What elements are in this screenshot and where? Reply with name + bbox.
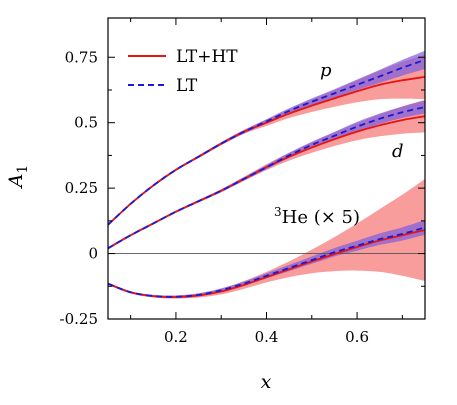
- annotation-he3: 3He (× 5): [274, 205, 360, 228]
- legend: LT+HT LT: [128, 47, 238, 96]
- uncertainty-bands: [108, 50, 425, 299]
- curve-lt-p: [108, 59, 425, 226]
- axis-ticks: 0.2 0.4 0.6 -0.25 0 0.25 0.5 0.75: [60, 18, 425, 346]
- y-tick-label: 0.75: [65, 48, 98, 66]
- annotation-d: d: [392, 141, 404, 162]
- legend-label-ltht: LT+HT: [176, 47, 238, 67]
- curve-lt-d: [108, 106, 425, 250]
- curve-lt-he3: [108, 226, 425, 298]
- y-tick-label: 0.5: [74, 114, 98, 132]
- band-ltht-p: [108, 54, 425, 226]
- band-ltht-he3: [108, 178, 425, 299]
- annotation-p: p: [320, 60, 332, 81]
- y-tick-label: 0: [88, 245, 98, 263]
- legend-label-lt: LT: [176, 76, 198, 96]
- x-tick-label: 0.2: [164, 328, 188, 346]
- curve-ltht-d: [108, 115, 425, 250]
- x-axis-title: x: [261, 371, 272, 393]
- y-tick-label: -0.25: [60, 310, 98, 328]
- x-tick-label: 0.4: [255, 328, 279, 346]
- curve-ltht-p: [108, 76, 425, 226]
- x-tick-label: 0.6: [345, 328, 369, 346]
- y-axis-title: A1: [5, 165, 31, 190]
- y-tick-label: 0.25: [65, 179, 98, 197]
- series-curves: [108, 59, 425, 298]
- band-ltht-d: [108, 99, 425, 250]
- band-lt-p: [108, 50, 425, 226]
